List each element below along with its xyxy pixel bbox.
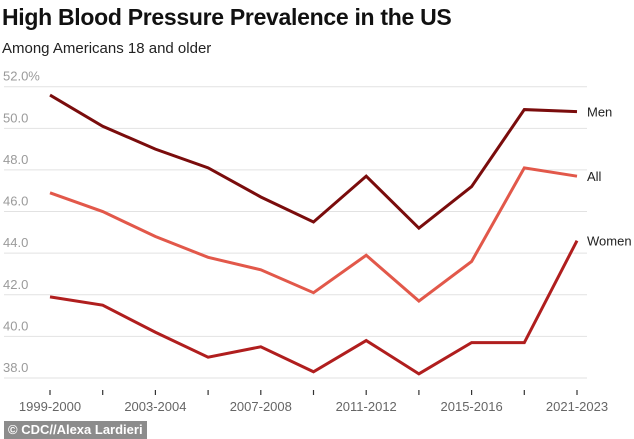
chart-title: High Blood Pressure Prevalence in the US: [2, 4, 452, 30]
y-tick-label: 46.0: [3, 194, 28, 209]
y-tick-label: 52.0%: [3, 69, 40, 84]
series-label-men: Men: [587, 105, 612, 120]
x-tick-label: 2021-2023: [546, 399, 608, 414]
x-tick-label: 2007-2008: [230, 399, 292, 414]
series-label-women: Women: [587, 234, 632, 249]
series-line-men: [49, 93, 578, 231]
image-credit: © CDC//Alexa Lardieri: [4, 421, 147, 439]
series-label-all: All: [587, 169, 602, 184]
y-tick-label: 50.0: [3, 110, 28, 125]
y-tick-label: 40.0: [3, 318, 28, 333]
y-tick-label: 38.0: [3, 360, 28, 375]
x-tick-label: 2015-2016: [441, 399, 503, 414]
series-line-women: [49, 239, 579, 376]
x-tick-label: 2003-2004: [124, 399, 186, 414]
y-tick-label: 44.0: [3, 235, 28, 250]
x-tick-label: 2011-2012: [336, 399, 397, 414]
series-line-all: [49, 166, 578, 303]
y-tick-label: 48.0: [3, 152, 28, 167]
chart-subtitle: Among Americans 18 and older: [2, 40, 212, 57]
y-tick-label: 42.0: [3, 277, 28, 292]
x-tick-label: 1999-2000: [19, 399, 81, 414]
